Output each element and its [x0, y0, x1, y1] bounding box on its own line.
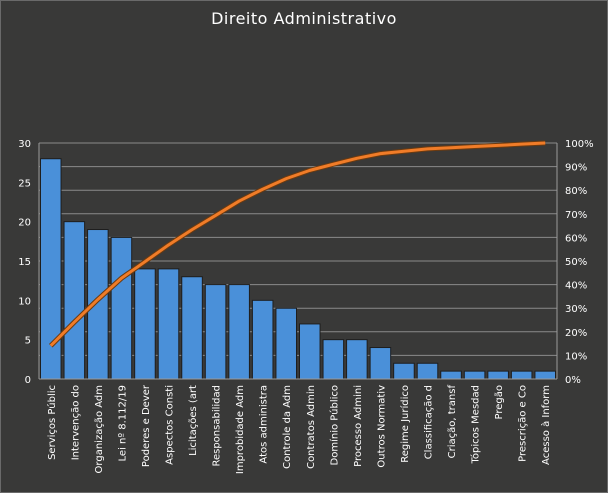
- y2-tick-label: 90%: [565, 163, 587, 174]
- bar: [487, 370, 509, 380]
- chart-title: Direito Administrativo: [211, 9, 397, 28]
- x-tick-label: Responsabilidad: [212, 385, 223, 467]
- y-tick-label: 0: [25, 375, 31, 386]
- x-tick-label: Prescrição e Co: [518, 385, 529, 462]
- bar: [463, 370, 486, 380]
- bar: [228, 284, 250, 380]
- x-tick-label: Lei nº 8.112/19: [117, 385, 128, 461]
- y2-tick-label: 30%: [565, 304, 587, 315]
- x-tick-label: Pregão: [494, 385, 505, 420]
- x-tick-label: Classificação d: [424, 385, 435, 459]
- y2-tick-label: 60%: [565, 233, 587, 244]
- bar: [440, 370, 462, 380]
- bar: [275, 307, 298, 380]
- bar: [393, 362, 415, 380]
- x-tick-label: Licitações (art: [188, 385, 199, 456]
- bar: [63, 221, 86, 380]
- y2-tick-label: 20%: [565, 328, 587, 339]
- bar: [510, 370, 533, 380]
- bar: [40, 158, 62, 380]
- bar: [346, 339, 368, 380]
- y-tick-label: 30: [18, 139, 31, 150]
- y-tick-label: 15: [18, 257, 31, 268]
- y-tick-label: 25: [18, 178, 31, 189]
- y2-tick-label: 100%: [565, 139, 594, 150]
- x-tick-label: Outros Normativ: [376, 385, 387, 468]
- bar: [181, 276, 203, 380]
- x-tick-label: Atos administra: [259, 385, 270, 464]
- y2-tick-label: 0%: [565, 375, 581, 386]
- x-tick-label: Serviços Públic: [46, 385, 58, 460]
- y2-tick-label: 80%: [565, 186, 587, 197]
- y2-tick-label: 70%: [565, 210, 587, 221]
- bar: [110, 236, 133, 380]
- y2-tick-label: 50%: [565, 257, 587, 268]
- y2-tick-label: 10%: [565, 351, 587, 362]
- bar: [299, 323, 321, 380]
- x-tick-label: Contratos Admin: [306, 385, 317, 469]
- x-tick-label: Acesso à Inform: [540, 385, 552, 465]
- x-tick-label: Intervenção do: [70, 385, 81, 460]
- y-tick-label: 20: [18, 218, 31, 229]
- bar: [157, 268, 180, 380]
- x-tick-label: Criação, transf: [447, 385, 458, 459]
- x-tick-label: Poderes e Dever: [141, 384, 152, 467]
- y-tick-label: 5: [25, 336, 31, 347]
- bar: [322, 339, 345, 380]
- bar: [416, 362, 439, 380]
- bar: [251, 299, 274, 380]
- y-tick-label: 10: [18, 296, 31, 307]
- x-tick-label: Aspectos Consti: [165, 385, 176, 465]
- bar: [534, 370, 556, 380]
- x-tick-label: Processo Admini: [353, 385, 364, 467]
- bar: [134, 268, 156, 380]
- y2-tick-label: 40%: [565, 281, 587, 292]
- x-tick-label: Domínio Público: [328, 385, 340, 465]
- x-tick-label: Organização Adm: [94, 385, 105, 473]
- cumulative-line: [49, 141, 546, 347]
- x-tick-label: Tópicos Mesdad: [470, 385, 482, 464]
- bar: [369, 347, 392, 380]
- x-tick-label: Improbidade Adm: [235, 385, 246, 474]
- x-tick-label: Controle da Adm: [282, 385, 293, 469]
- x-tick-label: Regime Jurídico: [399, 385, 411, 463]
- bar: [204, 284, 227, 380]
